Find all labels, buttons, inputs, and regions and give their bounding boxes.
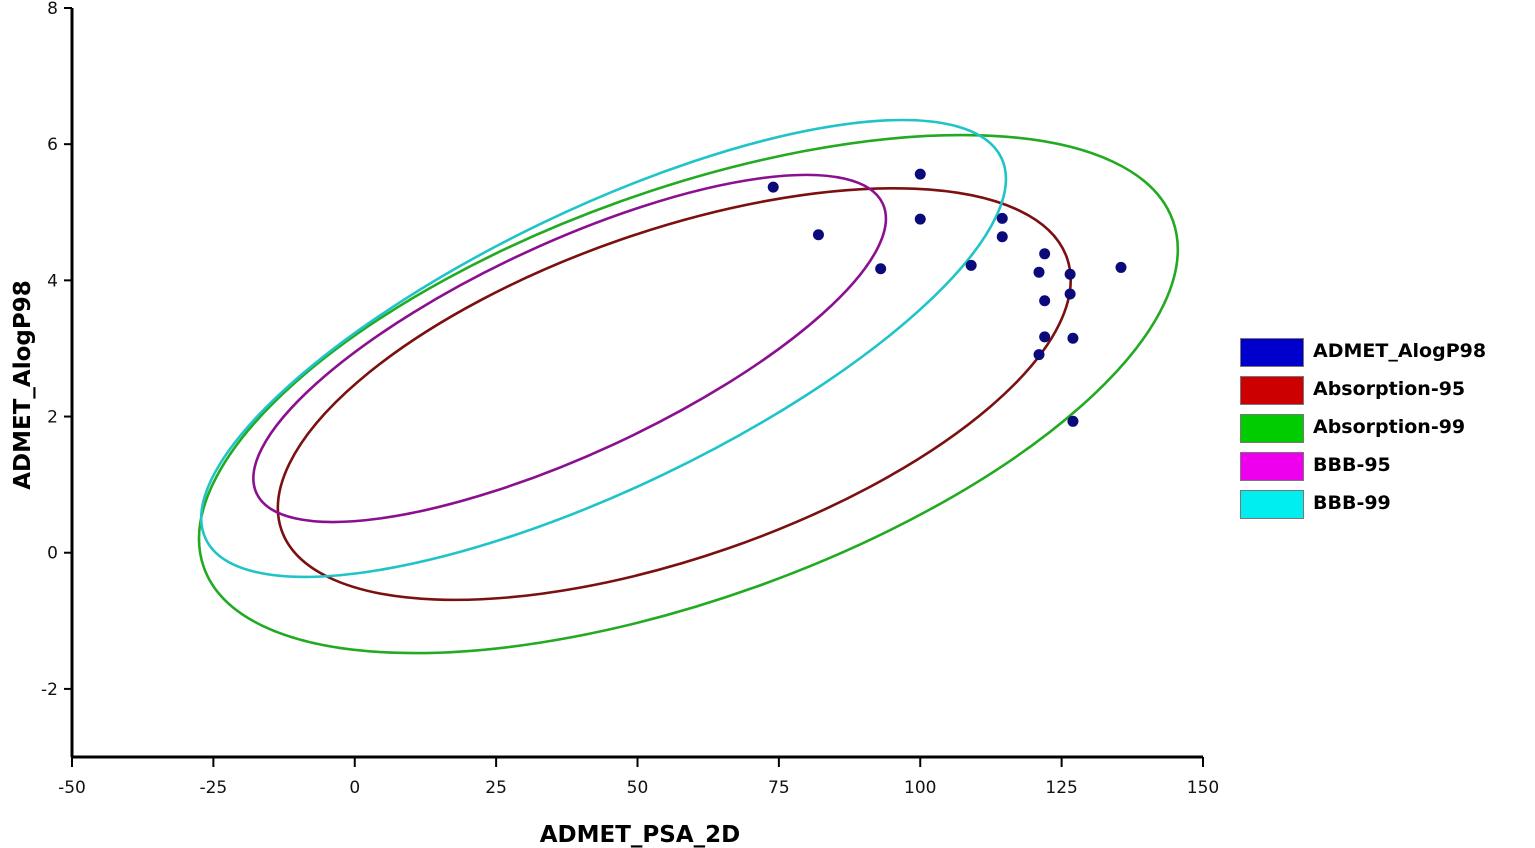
data-point	[1033, 349, 1045, 361]
x-tick-label: 50	[627, 778, 649, 798]
legend-label: BBB-99	[1313, 492, 1391, 514]
x-tick-label: 75	[768, 778, 790, 798]
data-point	[812, 229, 824, 241]
y-tick-label: -2	[41, 680, 58, 700]
legend-item: ADMET_AlogP98	[1240, 336, 1534, 374]
legend-item: BBB-95	[1240, 450, 1534, 488]
x-tick-label: -50	[58, 778, 86, 798]
x-axis-title: ADMET_PSA_2D	[540, 822, 741, 848]
legend-item: Absorption-99	[1240, 412, 1534, 450]
legend-swatch	[1240, 490, 1304, 519]
data-point	[1064, 268, 1076, 280]
x-tick-label: 125	[1045, 778, 1077, 798]
legend-swatch	[1240, 338, 1304, 367]
data-point	[996, 212, 1008, 224]
data-point	[875, 263, 887, 275]
y-tick-label: 6	[47, 135, 58, 155]
data-point	[1115, 261, 1127, 273]
ellipse-bbb-95	[252, 173, 888, 524]
data-point	[965, 259, 977, 271]
data-point	[1067, 332, 1079, 344]
data-points	[767, 168, 1127, 427]
data-point	[1033, 266, 1045, 278]
x-tick-label: 150	[1187, 778, 1219, 798]
data-point	[1039, 331, 1051, 343]
data-point	[996, 231, 1008, 243]
ellipse-bbb-99	[199, 118, 1008, 579]
y-tick-label: 0	[47, 544, 58, 564]
axes: -50 -25 0 25 50 75 100 125 150 -2 0 2 4 6 8	[41, 0, 1219, 798]
ellipse-absorption-99	[197, 133, 1180, 655]
x-tick-label: 25	[485, 778, 507, 798]
x-tick-label: 100	[904, 778, 936, 798]
confidence-ellipses	[197, 118, 1180, 655]
data-point	[1039, 295, 1051, 307]
legend-label: Absorption-95	[1313, 378, 1466, 400]
ellipse-absorption-95	[276, 186, 1072, 602]
legend-label: BBB-95	[1313, 454, 1391, 476]
legend-item: BBB-99	[1240, 488, 1534, 526]
legend-swatch	[1240, 414, 1304, 443]
legend-label: ADMET_AlogP98	[1313, 340, 1487, 362]
legend-label: Absorption-99	[1313, 416, 1466, 438]
y-tick-label: 8	[47, 0, 58, 19]
y-tick-label: 2	[47, 408, 58, 428]
y-tick-label: 4	[47, 271, 58, 291]
legend-swatch	[1240, 376, 1304, 405]
data-point	[767, 181, 779, 193]
data-point	[1067, 415, 1079, 427]
data-point	[1064, 288, 1076, 300]
x-tick-label: 0	[349, 778, 360, 798]
data-point	[914, 213, 926, 225]
data-point	[914, 168, 926, 180]
x-tick-label: -25	[199, 778, 227, 798]
data-point	[1039, 248, 1051, 260]
legend-item: Absorption-95	[1240, 374, 1534, 412]
legend: ADMET_AlogP98 Absorption-95 Absorption-99 B…	[1240, 336, 1534, 526]
y-axis-title: ADMET_AlogP98	[10, 280, 36, 490]
legend-swatch	[1240, 452, 1304, 481]
